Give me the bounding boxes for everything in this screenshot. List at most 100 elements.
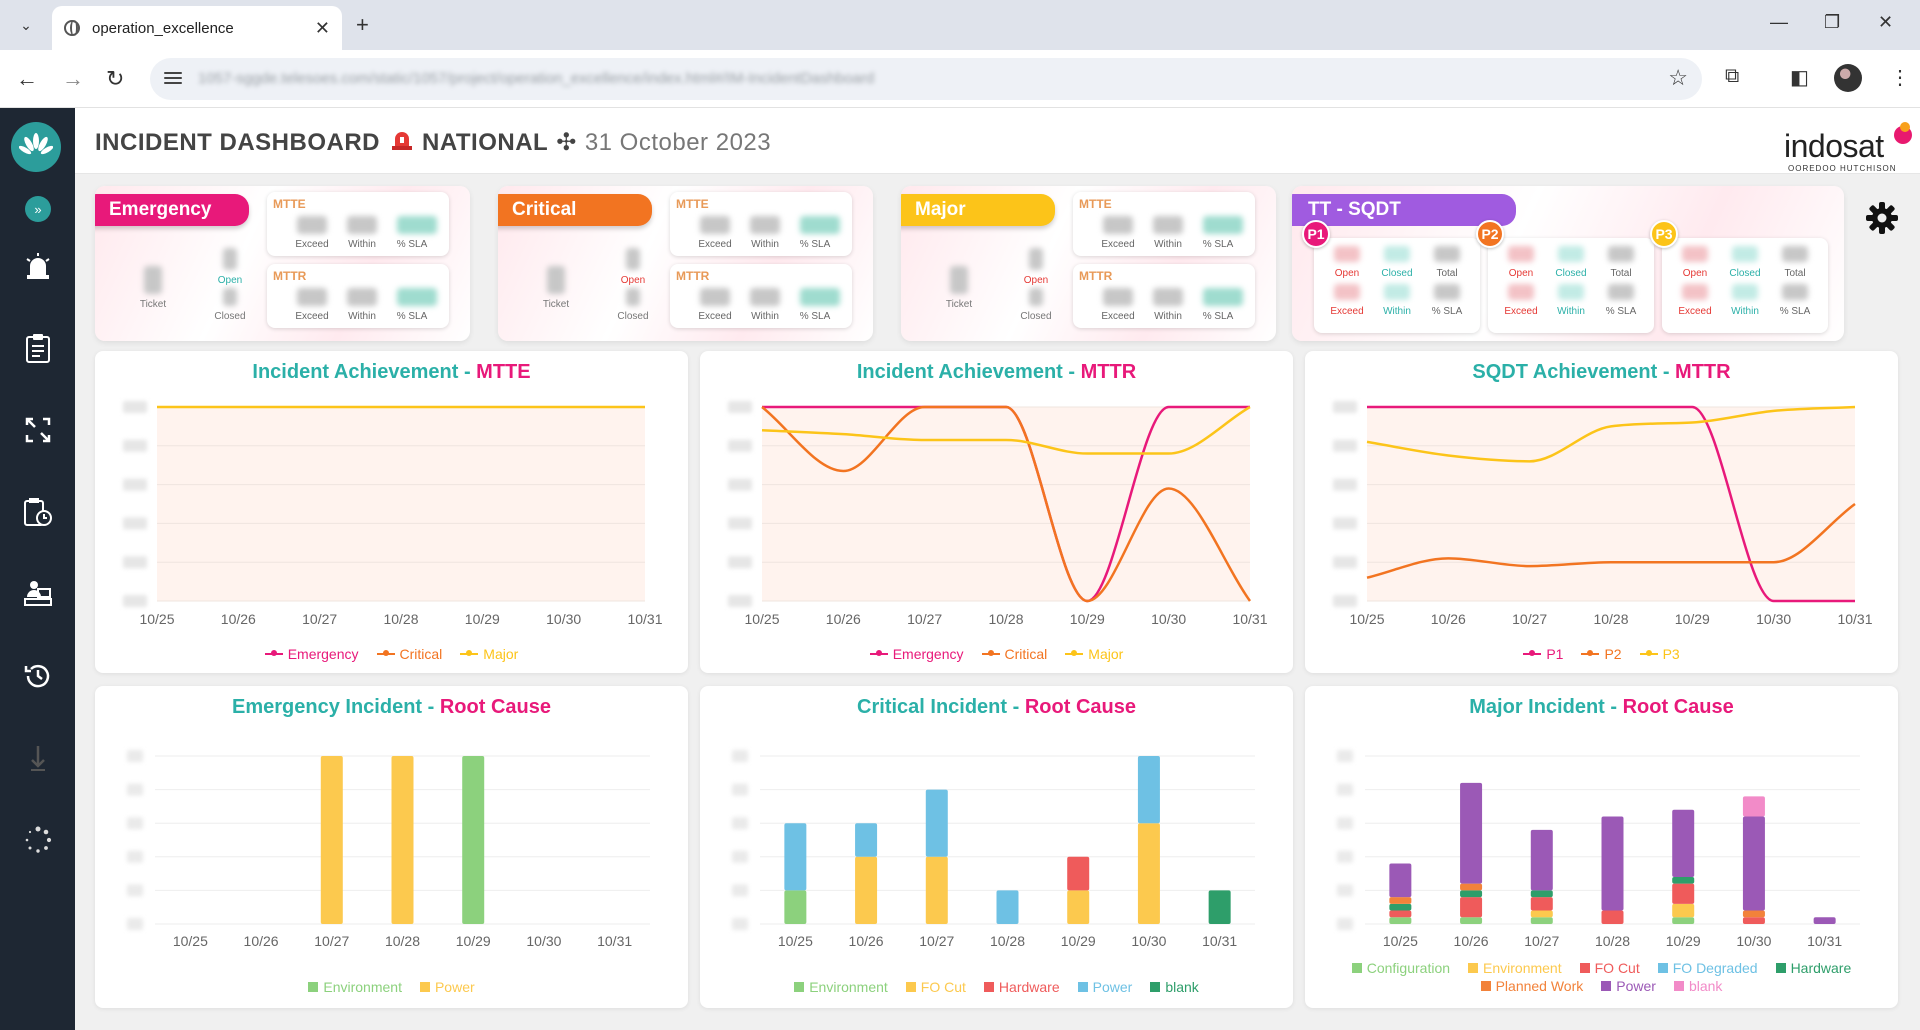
side-panel-icon[interactable]: ◧ <box>1790 67 1809 89</box>
legend-item-environment[interactable]: Environment <box>308 979 402 995</box>
legend-item-power[interactable]: Power <box>419 979 475 995</box>
bar-segment-fo-cut[interactable] <box>1460 897 1483 918</box>
clipboard-list-icon[interactable] <box>18 328 58 368</box>
legend-item-emergency[interactable]: Emergency <box>869 646 964 662</box>
huawei-logo-icon[interactable] <box>11 122 61 172</box>
bar-segment-planned-work[interactable] <box>1460 883 1483 891</box>
bar-segment-power[interactable] <box>391 756 414 924</box>
extensions-icon[interactable]: ⧉ <box>1725 65 1740 87</box>
bar-segment-hardware[interactable] <box>1460 890 1483 898</box>
bar-segment-hardware[interactable] <box>1067 856 1090 891</box>
bar-segment-power[interactable] <box>784 823 807 891</box>
legend-item-power[interactable]: Power <box>1077 979 1132 995</box>
legend-item-p1[interactable]: P1 <box>1523 646 1563 662</box>
bar-segment-configuration[interactable] <box>1389 917 1412 924</box>
bar-segment-power[interactable] <box>996 890 1019 924</box>
bar-segment-blank[interactable] <box>1742 796 1765 817</box>
bar-segment-configuration[interactable] <box>1530 917 1553 924</box>
legend-item-critical[interactable]: Critical <box>376 646 442 662</box>
bar-segment-power[interactable] <box>1460 782 1483 884</box>
back-button[interactable]: ← <box>16 66 38 91</box>
operator-desk-icon[interactable] <box>18 574 58 614</box>
browser-tab[interactable]: operation_excellence ✕ <box>52 6 342 50</box>
bar-segment-fo-cut[interactable] <box>1530 897 1553 911</box>
legend-item-p2[interactable]: P2 <box>1581 646 1622 662</box>
bar-segment-power[interactable] <box>855 823 878 857</box>
settings-gear-icon[interactable] <box>1865 201 1899 235</box>
bar-segment-environment[interactable] <box>1530 910 1553 918</box>
legend-item-hardware[interactable]: Hardware <box>1775 960 1851 976</box>
new-tab-button[interactable]: + <box>356 12 369 37</box>
critical-rc-legend: Environment FO Cut Hardware Power blank <box>700 979 1293 995</box>
legend-item-major[interactable]: Major <box>460 646 518 662</box>
alarm-icon[interactable] <box>18 246 58 286</box>
bar-segment-environment[interactable] <box>784 890 807 924</box>
legend-item-emergency[interactable]: Emergency <box>264 646 359 662</box>
download-icon[interactable] <box>18 738 58 778</box>
bar-segment-power[interactable] <box>925 789 948 857</box>
bar-segment-planned-work[interactable] <box>1389 897 1412 904</box>
legend-item-power[interactable]: Power <box>1601 978 1656 994</box>
profile-avatar[interactable] <box>1834 64 1862 92</box>
bar-segment-planned-work[interactable] <box>1742 910 1765 918</box>
bar-segment-environment[interactable] <box>1672 903 1695 918</box>
restore-button[interactable]: ❐ <box>1824 12 1841 32</box>
legend-item-hardware[interactable]: Hardware <box>983 979 1060 995</box>
bar-segment-hardware[interactable] <box>1530 890 1553 898</box>
site-info-icon[interactable] <box>164 69 182 87</box>
bar-segment-fo-cut[interactable] <box>1389 910 1412 918</box>
tab-search-icon[interactable]: ⌄ <box>20 16 32 33</box>
bar-segment-fo-cut[interactable] <box>1672 883 1695 904</box>
bar-segment-fo-cut[interactable] <box>855 856 878 924</box>
sync-arrows-icon[interactable] <box>18 410 58 450</box>
bar-segment-power[interactable] <box>1742 816 1765 911</box>
legend-item-blank[interactable]: blank <box>1150 979 1199 995</box>
address-bar[interactable]: 1057-sggde.telesoes.com/static/1057/proj… <box>150 58 1702 100</box>
bar-segment-power[interactable] <box>1813 917 1836 924</box>
bar-segment-blank[interactable] <box>1208 890 1231 924</box>
legend-item-blank[interactable]: blank <box>1673 978 1722 994</box>
expand-sidebar-icon[interactable]: » <box>25 196 51 222</box>
bar-segment-configuration[interactable] <box>1460 917 1483 924</box>
bar-segment-fo-cut[interactable] <box>1601 910 1624 924</box>
bar-segment-hardware[interactable] <box>1672 876 1695 884</box>
minimize-button[interactable]: — <box>1770 12 1788 32</box>
legend-item-major[interactable]: Major <box>1065 646 1123 662</box>
bar-segment-power[interactable] <box>1389 863 1412 898</box>
legend-item-planned-work[interactable]: Planned Work <box>1480 978 1583 994</box>
legend-item-environment[interactable]: Environment <box>794 979 888 995</box>
browser-menu-icon[interactable]: ⋮ <box>1890 67 1910 89</box>
bar-segment-power[interactable] <box>1601 816 1624 911</box>
bar-segment-hardware[interactable] <box>1389 903 1412 911</box>
legend-item-critical[interactable]: Critical <box>981 646 1047 662</box>
bar-segment-fo-cut[interactable] <box>1067 890 1090 924</box>
legend-item-p3[interactable]: P3 <box>1639 646 1680 662</box>
series-line-critical[interactable] <box>761 405 1252 603</box>
legend-item-environment[interactable]: Environment <box>1468 960 1562 976</box>
series-line-p1[interactable] <box>1367 405 1855 603</box>
reload-button[interactable]: ↻ <box>106 66 125 91</box>
bar-segment-fo-cut[interactable] <box>925 856 948 924</box>
close-window-button[interactable]: ✕ <box>1878 12 1894 32</box>
bar-segment-power[interactable] <box>1672 809 1695 877</box>
bookmark-star-icon[interactable]: ☆ <box>1668 65 1688 90</box>
history-icon[interactable] <box>18 656 58 696</box>
clipboard-clock-icon[interactable] <box>18 492 58 532</box>
series-line-p2[interactable] <box>1366 502 1856 579</box>
bar-segment-environment[interactable] <box>462 756 485 924</box>
bar-segment-fo-cut[interactable] <box>1742 917 1765 924</box>
legend-item-fo-degraded[interactable]: FO Degraded <box>1657 960 1758 976</box>
bar-segment-power[interactable] <box>320 756 343 924</box>
bar-segment-configuration[interactable] <box>1672 917 1695 924</box>
url-text[interactable]: 1057-sggde.telesoes.com/static/1057/proj… <box>198 70 875 87</box>
legend-item-fo-cut[interactable]: FO Cut <box>1579 960 1640 976</box>
bar-segment-fo-cut[interactable] <box>1137 823 1160 924</box>
forward-button[interactable]: → <box>62 66 84 91</box>
series-line-p3[interactable] <box>1366 405 1856 463</box>
series-line-major[interactable] <box>761 405 1251 455</box>
legend-item-configuration[interactable]: Configuration <box>1351 960 1450 976</box>
legend-item-fo-cut[interactable]: FO Cut <box>905 979 966 995</box>
close-tab-icon[interactable]: ✕ <box>314 17 330 38</box>
bar-segment-power[interactable] <box>1137 756 1160 824</box>
bar-segment-power[interactable] <box>1530 829 1553 891</box>
